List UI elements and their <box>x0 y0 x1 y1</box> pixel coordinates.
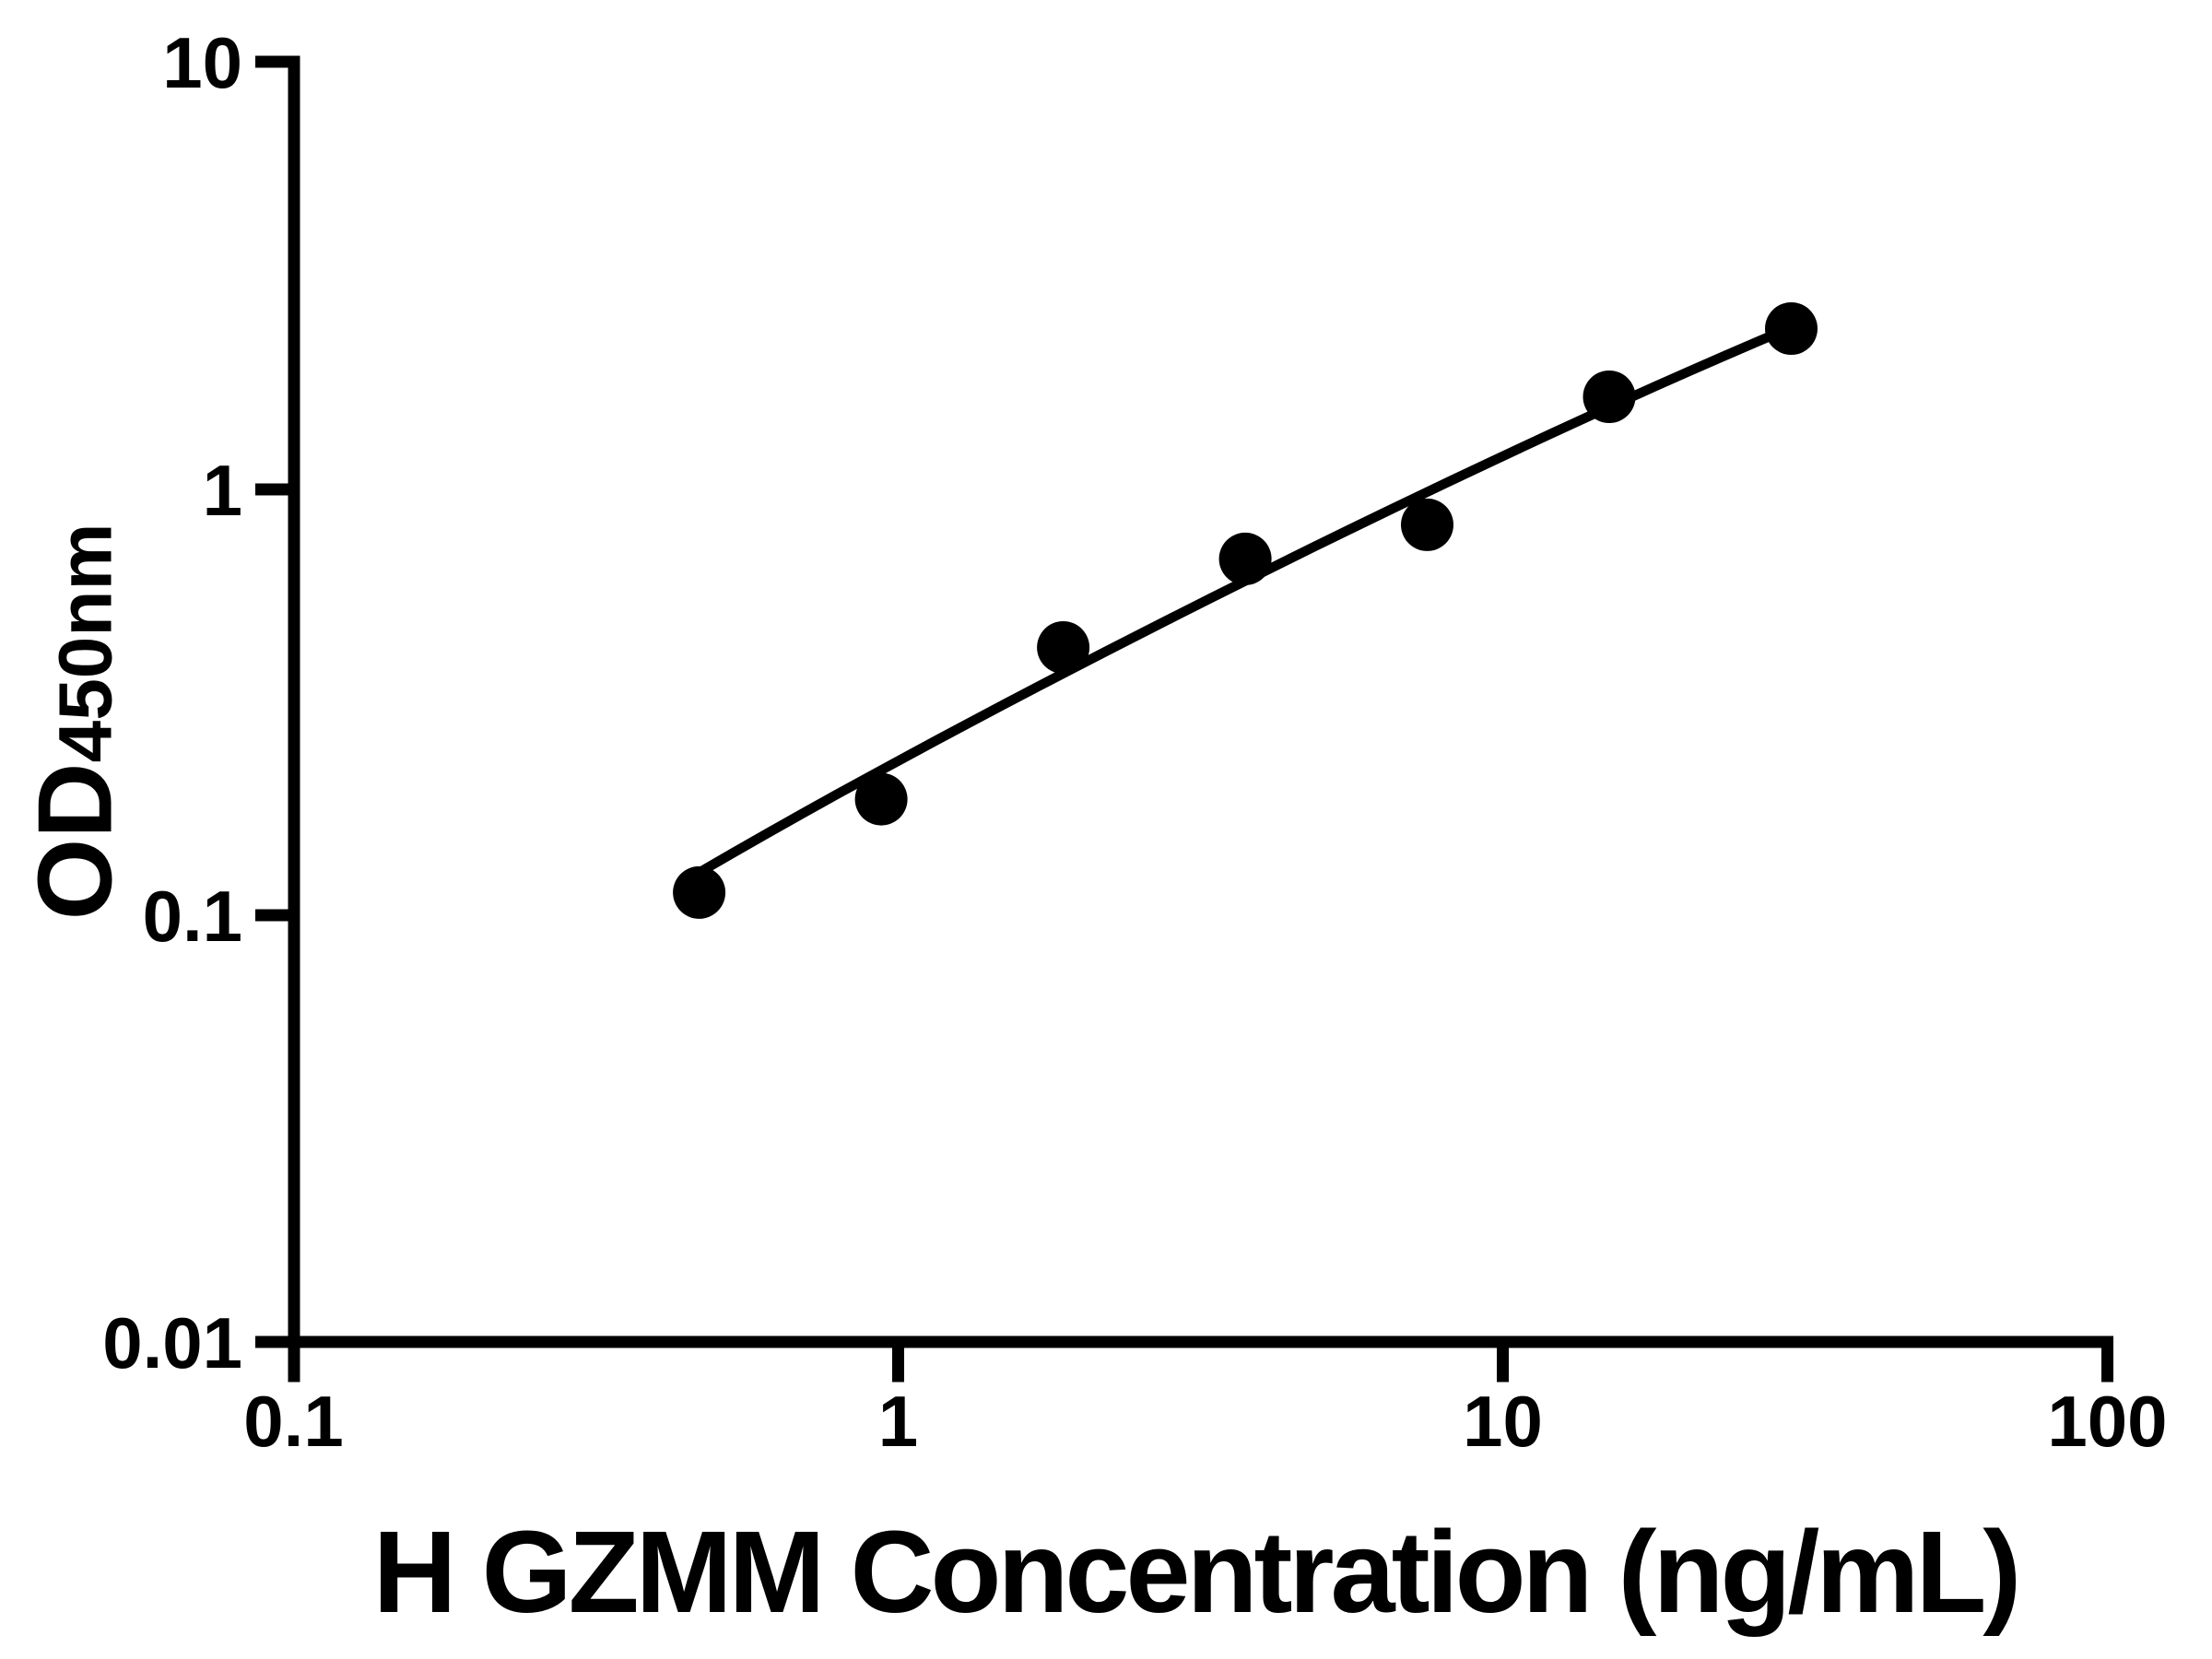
svg-text:OD450nm: OD450nm <box>18 524 135 921</box>
svg-text:1: 1 <box>878 1381 918 1462</box>
svg-text:H GZMM Concentration (ng/mL): H GZMM Concentration (ng/mL) <box>373 1507 2018 1637</box>
svg-text:0.1: 0.1 <box>243 1381 343 1462</box>
svg-text:1: 1 <box>203 450 242 531</box>
svg-text:0.01: 0.01 <box>102 1302 242 1383</box>
svg-text:10: 10 <box>162 22 242 103</box>
svg-text:0.1: 0.1 <box>143 876 242 957</box>
svg-text:100: 100 <box>2047 1381 2167 1462</box>
svg-text:10: 10 <box>1463 1381 1543 1462</box>
